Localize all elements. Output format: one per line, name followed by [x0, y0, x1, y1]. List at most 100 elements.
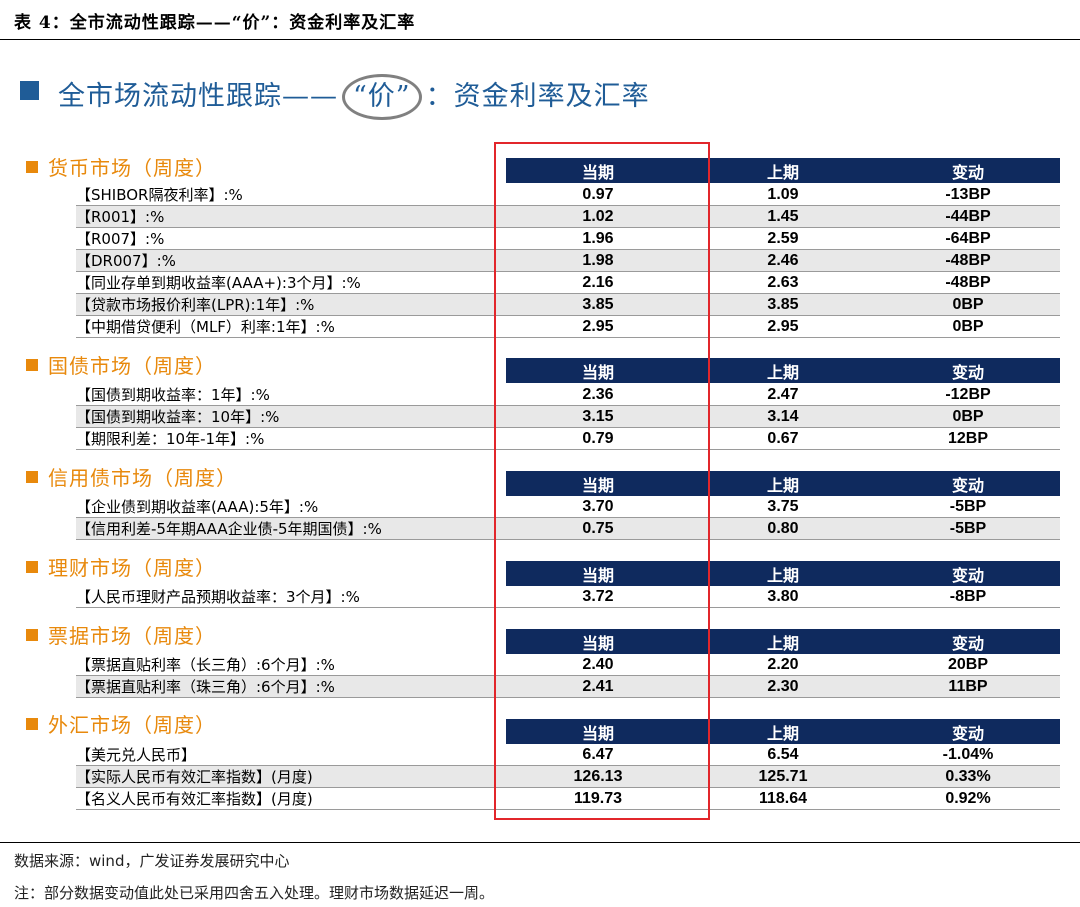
table-row: 【信用利差-5年期AAA企业债-5年期国债】:% 0.75 0.80 -5BP — [76, 518, 1060, 540]
section-title: 信用债市场（周度） — [26, 462, 237, 490]
value-previous: 3.85 — [767, 295, 799, 313]
section-title: 国债市场（周度） — [26, 350, 216, 378]
header-current: 当期 — [581, 475, 614, 495]
value-change: -44BP — [945, 207, 991, 225]
column-header-row: 当期 上期 变动 — [506, 719, 1060, 744]
header-previous: 上期 — [766, 162, 799, 182]
section-bullet-icon — [26, 471, 38, 483]
value-previous: 2.47 — [767, 385, 799, 403]
value-previous: 0.67 — [767, 429, 799, 447]
table-row: 【人民币理财产品预期收益率：3个月】:% 3.72 3.80 -8BP — [76, 586, 1060, 608]
table-row: 【票据直贴利率（长三角）:6个月】:% 2.40 2.20 20BP — [76, 654, 1060, 676]
section-bullet-icon — [26, 718, 38, 730]
section-name: 信用债市场（周度） — [48, 466, 237, 490]
value-current: 2.40 — [582, 655, 614, 673]
value-previous: 2.20 — [767, 655, 799, 673]
table-row: 【企业债到期收益率(AAA):5年】:% 3.70 3.75 -5BP — [76, 496, 1060, 518]
value-current: 1.98 — [582, 251, 614, 269]
value-current: 3.15 — [582, 407, 614, 425]
row-label: 【国债到期收益率：1年】:% — [76, 386, 270, 404]
value-current: 2.95 — [582, 317, 614, 335]
value-current: 2.16 — [582, 273, 614, 291]
value-change: -1.04% — [942, 745, 994, 763]
table-row: 【DR007】:% 1.98 2.46 -48BP — [76, 250, 1060, 272]
value-current: 6.47 — [582, 745, 614, 763]
value-previous: 2.63 — [767, 273, 799, 291]
value-change: 20BP — [947, 655, 989, 673]
row-label: 【中期借贷便利（MLF）利率:1年】:% — [76, 318, 335, 336]
value-previous: 3.75 — [767, 497, 799, 515]
value-current: 0.75 — [582, 519, 614, 537]
column-header-row: 当期 上期 变动 — [506, 471, 1060, 496]
section-title: 票据市场（周度） — [26, 620, 216, 648]
value-change: 0.33% — [945, 767, 991, 785]
title-bullet-icon — [20, 81, 39, 100]
value-change: -5BP — [949, 519, 987, 537]
value-previous: 2.59 — [767, 229, 799, 247]
section-title: 理财市场（周度） — [26, 552, 216, 580]
row-label: 【美元兑人民币】 — [76, 746, 197, 764]
row-label: 【同业存单到期收益率(AAA+):3个月】:% — [76, 274, 361, 292]
title-highlight: “价” — [342, 74, 422, 120]
table-row: 【贷款市场报价利率(LPR):1年】:% 3.85 3.85 0BP — [76, 294, 1060, 316]
table-row: 【同业存单到期收益率(AAA+):3个月】:% 2.16 2.63 -48BP — [76, 272, 1060, 294]
value-previous: 3.80 — [767, 587, 799, 605]
header-change: 变动 — [951, 565, 984, 585]
table-row: 【中期借贷便利（MLF）利率:1年】:% 2.95 2.95 0BP — [76, 316, 1060, 338]
title-prefix: 全市场流动性跟踪—— — [58, 81, 338, 112]
header-previous: 上期 — [766, 362, 799, 382]
header-current: 当期 — [581, 723, 614, 743]
table-caption: 表 4：全市流动性跟踪——“价”：资金利率及汇率 — [14, 13, 416, 33]
header-change: 变动 — [951, 633, 984, 653]
value-current: 0.97 — [582, 185, 614, 203]
section-bullet-icon — [26, 359, 38, 371]
header-current: 当期 — [581, 633, 614, 653]
row-label: 【名义人民币有效汇率指数】(月度) — [76, 790, 313, 808]
column-header-row: 当期 上期 变动 — [506, 629, 1060, 654]
section-name: 国债市场（周度） — [48, 354, 216, 378]
table-row: 【R007】:% 1.96 2.59 -64BP — [76, 228, 1060, 250]
table-row: 【R001】:% 1.02 1.45 -44BP — [76, 206, 1060, 228]
header-previous: 上期 — [766, 633, 799, 653]
header-current: 当期 — [581, 162, 614, 182]
value-change: -13BP — [945, 185, 991, 203]
row-label: 【人民币理财产品预期收益率：3个月】:% — [76, 588, 360, 606]
value-previous: 0.80 — [767, 519, 799, 537]
section-bullet-icon — [26, 629, 38, 641]
row-label: 【实际人民币有效汇率指数】(月度) — [76, 768, 313, 786]
value-previous: 1.09 — [767, 185, 799, 203]
value-change: -5BP — [949, 497, 987, 515]
section-name: 货币市场（周度） — [48, 156, 216, 180]
value-current: 126.13 — [573, 767, 623, 785]
value-previous: 2.46 — [767, 251, 799, 269]
row-label: 【信用利差-5年期AAA企业债-5年期国债】:% — [76, 520, 382, 538]
value-previous: 2.95 — [767, 317, 799, 335]
value-current: 1.96 — [582, 229, 614, 247]
row-label: 【票据直贴利率（珠三角）:6个月】:% — [76, 678, 335, 696]
row-label: 【国债到期收益率：10年】:% — [76, 408, 280, 426]
section-name: 外汇市场（周度） — [48, 713, 216, 737]
row-label: 【票据直贴利率（长三角）:6个月】:% — [76, 656, 335, 674]
header-previous: 上期 — [766, 565, 799, 585]
value-current: 119.73 — [573, 789, 623, 807]
value-change: 0BP — [952, 407, 984, 425]
value-previous: 1.45 — [767, 207, 799, 225]
value-change: 12BP — [947, 429, 989, 447]
value-change: 11BP — [948, 677, 988, 695]
value-previous: 118.64 — [758, 789, 808, 807]
table-row: 【国债到期收益率：1年】:% 2.36 2.47 -12BP — [76, 384, 1060, 406]
value-change: 0.92% — [945, 789, 991, 807]
header-change: 变动 — [951, 362, 984, 382]
value-change: 0BP — [952, 295, 984, 313]
table-row: 【SHIBOR隔夜利率】:% 0.97 1.09 -13BP — [76, 184, 1060, 206]
row-label: 【DR007】:% — [76, 252, 176, 270]
row-label: 【R001】:% — [76, 208, 165, 226]
table-row: 【国债到期收益率：10年】:% 3.15 3.14 0BP — [76, 406, 1060, 428]
row-label: 【期限利差：10年-1年】:% — [76, 430, 265, 448]
value-current: 2.36 — [582, 385, 614, 403]
value-change: -64BP — [945, 229, 991, 247]
header-change: 变动 — [951, 162, 984, 182]
value-current: 2.41 — [582, 677, 614, 695]
header-previous: 上期 — [766, 723, 799, 743]
row-label: 【R007】:% — [76, 230, 165, 248]
